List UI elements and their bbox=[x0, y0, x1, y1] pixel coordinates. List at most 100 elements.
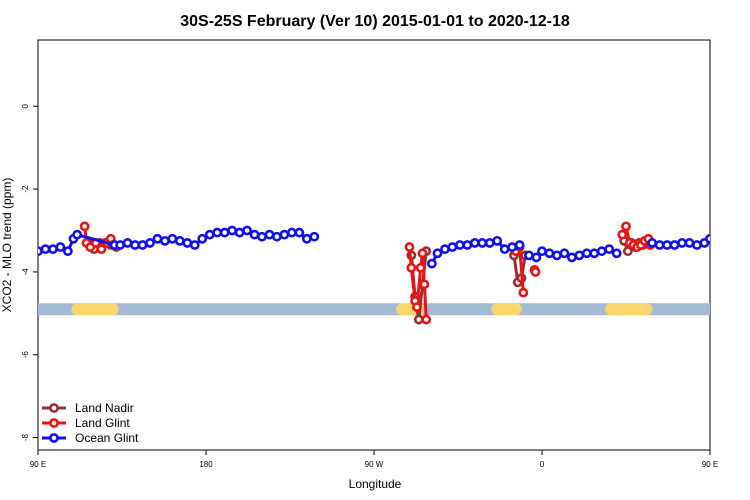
data-point bbox=[617, 229, 628, 240]
data-point bbox=[417, 248, 428, 259]
data-point bbox=[72, 229, 83, 240]
chart-title: 30S-25S February (Ver 10) 2015-01-01 to … bbox=[180, 13, 570, 30]
x-tick-label: 90 E bbox=[702, 460, 718, 469]
data-point bbox=[257, 231, 267, 242]
data-point bbox=[544, 248, 555, 259]
data-point bbox=[705, 233, 710, 244]
series-ocean-glint bbox=[38, 225, 710, 269]
data-point bbox=[152, 233, 163, 244]
data-point bbox=[611, 248, 622, 259]
x-tick-label: 0 bbox=[540, 460, 545, 469]
legend-marker bbox=[49, 418, 59, 428]
data-point bbox=[499, 244, 510, 255]
data-point bbox=[174, 235, 185, 246]
data-point bbox=[596, 246, 607, 257]
data-point bbox=[122, 238, 133, 248]
data-point bbox=[566, 252, 577, 263]
data-point bbox=[404, 242, 415, 252]
legend-label: Land Glint bbox=[75, 416, 130, 430]
data-point bbox=[669, 240, 680, 250]
data-point bbox=[684, 238, 695, 248]
data-point bbox=[484, 238, 495, 248]
data-point bbox=[272, 231, 282, 242]
data-point bbox=[79, 221, 90, 232]
series-line bbox=[407, 246, 428, 320]
data-point bbox=[145, 238, 155, 248]
y-tick-label: 0 bbox=[21, 103, 30, 108]
data-point bbox=[469, 238, 480, 248]
data-point bbox=[197, 233, 208, 244]
data-point bbox=[692, 240, 702, 250]
data-point bbox=[249, 229, 260, 240]
data-point bbox=[219, 227, 230, 238]
data-point bbox=[477, 238, 488, 248]
data-point bbox=[654, 240, 665, 250]
data-point bbox=[137, 240, 148, 250]
y-tick-label: -8 bbox=[21, 433, 30, 441]
data-point bbox=[537, 246, 547, 257]
data-point bbox=[212, 227, 223, 238]
legend-label: Land Nadir bbox=[75, 401, 134, 415]
data-point bbox=[492, 235, 503, 246]
data-point bbox=[677, 238, 687, 248]
data-point bbox=[432, 248, 443, 259]
data-point bbox=[242, 225, 252, 236]
data-point bbox=[96, 244, 107, 255]
data-point bbox=[462, 240, 473, 250]
data-point bbox=[160, 235, 170, 246]
data-point bbox=[447, 242, 458, 252]
data-point bbox=[454, 240, 465, 250]
data-point bbox=[421, 314, 432, 325]
data-point bbox=[621, 221, 631, 232]
data-point bbox=[130, 240, 140, 250]
data-point bbox=[234, 227, 245, 238]
data-point bbox=[552, 250, 562, 261]
data-point bbox=[264, 229, 275, 240]
x-tick-label: 90 W bbox=[365, 460, 384, 469]
y-tick-label: -2 bbox=[21, 185, 30, 193]
y-tick-label: -4 bbox=[21, 268, 30, 276]
legend-marker bbox=[49, 403, 59, 413]
data-point bbox=[413, 314, 424, 325]
x-tick-label: 180 bbox=[199, 460, 213, 469]
data-point bbox=[604, 244, 615, 255]
y-axis-label: XCO2 - MLO trend (ppm) bbox=[0, 178, 14, 313]
data-point bbox=[294, 227, 305, 238]
data-point bbox=[518, 287, 529, 298]
y-tick-label: -6 bbox=[21, 351, 30, 359]
data-point bbox=[412, 302, 422, 313]
data-point bbox=[115, 240, 126, 250]
data-point bbox=[589, 248, 600, 259]
data-point bbox=[227, 225, 238, 236]
data-point bbox=[426, 258, 437, 269]
data-point bbox=[581, 248, 592, 259]
series-land-glint bbox=[79, 221, 656, 325]
data-point bbox=[507, 242, 518, 252]
data-point bbox=[662, 240, 672, 250]
data-point bbox=[406, 262, 417, 273]
data-point bbox=[301, 233, 312, 244]
data-point bbox=[279, 229, 290, 240]
data-point bbox=[62, 246, 73, 257]
data-point bbox=[440, 244, 450, 255]
plot-area bbox=[38, 221, 710, 325]
data-point bbox=[622, 246, 633, 257]
legend-marker bbox=[49, 433, 59, 443]
data-point bbox=[559, 248, 570, 259]
data-point bbox=[48, 244, 58, 255]
data-point bbox=[574, 250, 585, 261]
data-point bbox=[38, 246, 43, 257]
legend-label: Ocean Glint bbox=[75, 431, 139, 445]
data-point bbox=[309, 231, 320, 242]
x-tick-label: 90 E bbox=[30, 460, 46, 469]
data-point bbox=[40, 244, 51, 255]
data-point bbox=[182, 238, 193, 248]
data-point bbox=[647, 238, 658, 248]
data-point bbox=[524, 250, 534, 261]
data-point bbox=[415, 262, 426, 273]
x-axis-label: Longitude bbox=[349, 477, 402, 491]
data-point bbox=[55, 242, 66, 252]
data-point bbox=[514, 240, 525, 250]
